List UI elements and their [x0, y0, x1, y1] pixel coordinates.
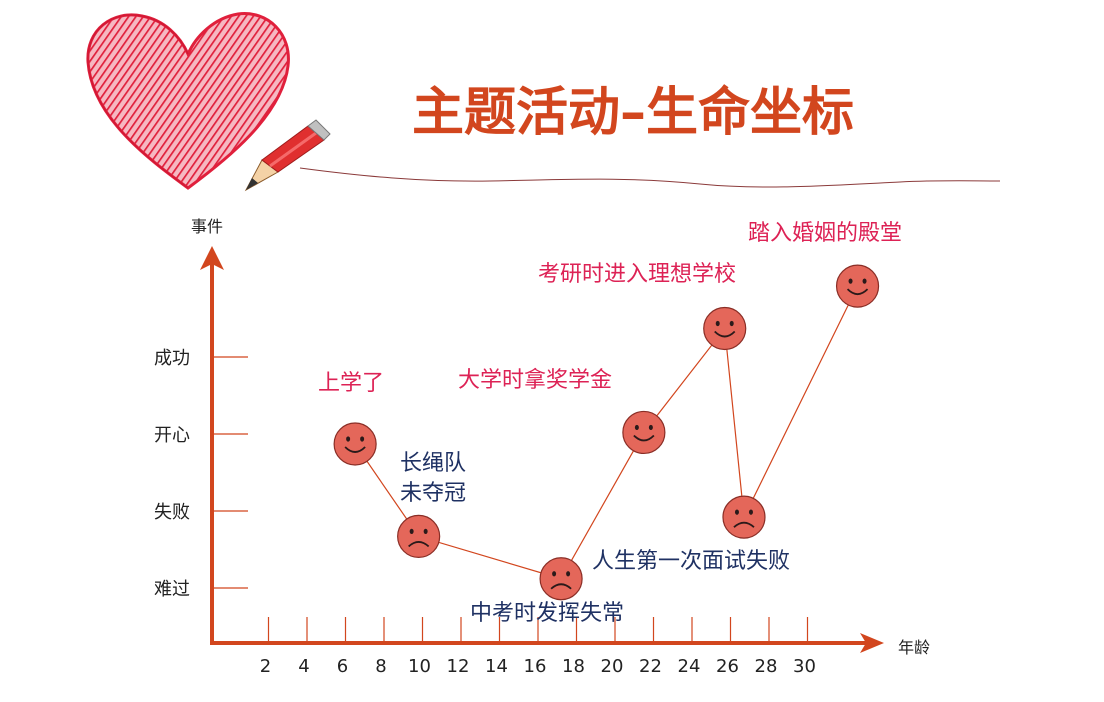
x-tick-label: 2 — [260, 656, 271, 677]
x-tick-label: 22 — [639, 656, 662, 677]
x-ticks: 2 4 6 8 10 12 14 16 18 20 22 24 26 28 30 — [260, 617, 816, 677]
x-tick-label: 20 — [601, 656, 624, 677]
event-label: 长绳队 — [400, 451, 466, 476]
sad-face-icon — [539, 557, 583, 601]
x-tick-label: 28 — [755, 656, 778, 677]
event-label: 人生第一次面试失败 — [592, 549, 790, 574]
y-tick-label: 成功 — [154, 348, 190, 369]
x-tick-label: 6 — [337, 656, 348, 677]
y-tick-label: 失败 — [154, 502, 190, 523]
x-axis-arrow — [860, 633, 884, 653]
axes: 事件 年龄 — [191, 217, 930, 657]
y-tick-label: 开心 — [154, 425, 190, 446]
event-label: 上学了 — [318, 371, 384, 396]
smiley-face-icon — [622, 410, 666, 455]
sad-face-icon — [722, 495, 766, 539]
y-tick-label: 难过 — [154, 579, 190, 600]
x-axis-label: 年龄 — [898, 638, 930, 657]
smiley-face-icon — [333, 422, 377, 466]
x-tick-label: 4 — [298, 656, 309, 677]
x-tick-label: 8 — [375, 656, 386, 677]
x-tick-label: 10 — [408, 656, 431, 677]
x-tick-label: 18 — [562, 656, 585, 677]
event-label: 考研时进入理想学校 — [538, 262, 736, 287]
heart-icon — [86, 12, 290, 190]
sad-face-icon — [397, 514, 441, 559]
smiley-face-icon — [835, 264, 880, 308]
pencil-icon — [244, 119, 331, 192]
x-tick-label: 16 — [524, 656, 547, 677]
smiley-face-icon — [703, 306, 747, 351]
event-label: 大学时拿奖学金 — [458, 367, 612, 393]
handwritten-underline — [299, 167, 1001, 188]
x-tick-label: 26 — [716, 656, 739, 677]
page-title: 主题活动–生命坐标 — [412, 83, 854, 143]
event-label: 未夺冠 — [400, 481, 466, 506]
x-tick-label: 14 — [485, 656, 508, 677]
y-axis-label: 事件 — [191, 217, 223, 236]
mood-faces — [333, 264, 880, 601]
event-label: 中考时发挥失常 — [470, 601, 624, 626]
event-label: 踏入婚姻的殿堂 — [748, 221, 902, 246]
x-tick-label: 12 — [447, 656, 470, 677]
x-tick-label: 30 — [793, 656, 816, 677]
y-axis-arrow — [200, 246, 224, 270]
x-tick-label: 24 — [678, 656, 701, 677]
